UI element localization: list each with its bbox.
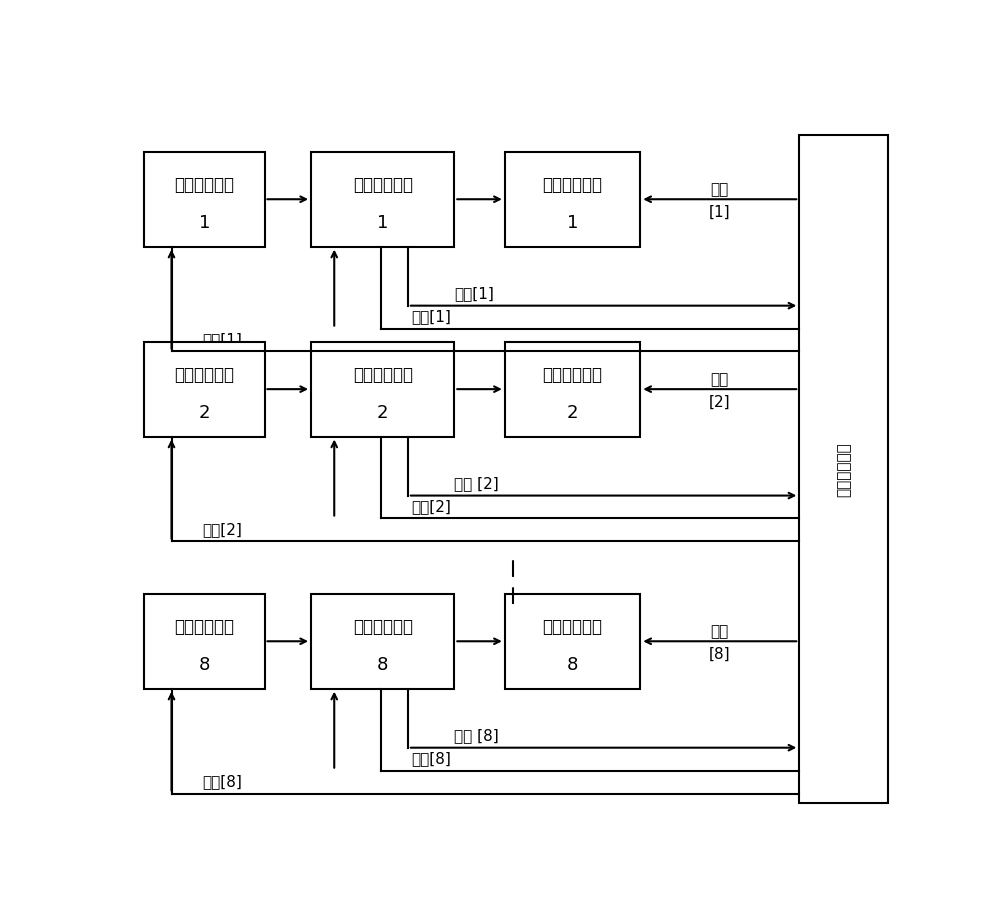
Text: 时延[2]: 时延[2]: [412, 500, 452, 514]
Bar: [144, 594, 264, 689]
Bar: [144, 152, 264, 247]
Text: 精密同步单元: 精密同步单元: [836, 442, 851, 497]
Text: 8: 8: [567, 656, 578, 674]
Bar: [505, 341, 640, 437]
Text: 参考[1]: 参考[1]: [202, 332, 242, 348]
Bar: [311, 594, 454, 689]
Text: 参考[8]: 参考[8]: [202, 774, 242, 789]
Text: 8: 8: [377, 656, 388, 674]
Text: 同步: 同步: [711, 372, 729, 387]
Text: 数据存储单元: 数据存储单元: [543, 176, 603, 194]
Text: 基带处理单元: 基带处理单元: [353, 176, 413, 194]
Text: 触发 [8]: 触发 [8]: [454, 728, 499, 743]
Bar: [505, 594, 640, 689]
Text: 射频通道单元: 射频通道单元: [174, 366, 234, 384]
Text: 同步: 同步: [711, 624, 729, 639]
Bar: [144, 341, 264, 437]
Bar: [799, 136, 888, 804]
Bar: [505, 152, 640, 247]
Text: 时延[1]: 时延[1]: [412, 309, 452, 324]
Text: 1: 1: [567, 214, 578, 232]
Text: [2]: [2]: [709, 395, 731, 410]
Bar: [311, 341, 454, 437]
Text: 时延[8]: 时延[8]: [412, 752, 452, 766]
Text: 参考[2]: 参考[2]: [202, 522, 242, 537]
Text: 射频通道单元: 射频通道单元: [174, 176, 234, 194]
Text: [8]: [8]: [709, 647, 731, 662]
Text: 2: 2: [567, 404, 578, 422]
Text: 数据存储单元: 数据存储单元: [543, 366, 603, 384]
Text: 2: 2: [199, 404, 210, 422]
Text: 1: 1: [377, 214, 388, 232]
Text: 数据存储单元: 数据存储单元: [543, 618, 603, 636]
Text: 1: 1: [199, 214, 210, 232]
Bar: [311, 152, 454, 247]
Text: 基带处理单元: 基带处理单元: [353, 618, 413, 636]
Text: [1]: [1]: [709, 205, 731, 220]
Text: 触发 [2]: 触发 [2]: [454, 476, 499, 491]
Text: 基带处理单元: 基带处理单元: [353, 366, 413, 384]
Text: 2: 2: [377, 404, 388, 422]
Text: 8: 8: [199, 656, 210, 674]
Text: 同步: 同步: [711, 182, 729, 197]
Text: 触发[1]: 触发[1]: [454, 287, 494, 301]
Text: 射频通道单元: 射频通道单元: [174, 618, 234, 636]
